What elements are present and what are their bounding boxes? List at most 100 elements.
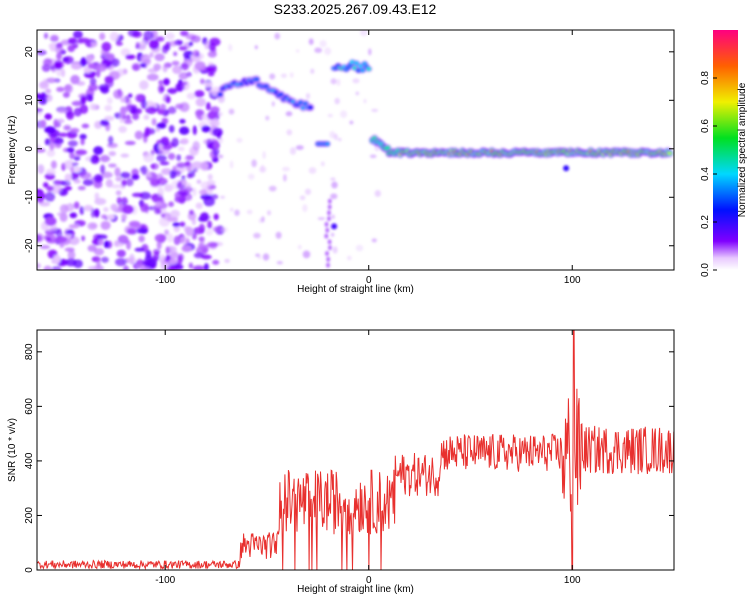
heatmap-cell [161,168,172,175]
heatmap-cell [327,210,331,216]
y-tick-label: 0 [24,567,35,573]
heatmap-cell [173,51,178,57]
heatmap-cell [69,150,75,160]
heatmap-cell [251,159,257,168]
heatmap-cell [149,39,160,50]
heatmap-cell [153,63,162,71]
heatmap-cell [65,258,77,267]
heatmap-cell [79,172,92,180]
heatmap-cell [160,213,166,218]
heatmap-cell [79,104,89,114]
heatmap-cell [191,232,197,240]
heatmap-cell [331,214,335,220]
heatmap-cell [123,119,133,125]
heatmap-cell [371,108,379,112]
heatmap-cell [160,254,165,262]
heatmap-cell [176,162,187,168]
snr-panel: -100 0 100 0 200 400 600 800 Height of straight… [7,329,675,595]
heatmap-cell [122,106,131,113]
heatmap-cell [85,94,94,102]
heatmap-cell [142,57,151,65]
heatmap-cell [87,222,98,230]
heatmap-cell [68,224,80,229]
heatmap-cell [326,256,331,262]
snr-line [37,330,674,570]
heatmap-blobs [37,30,674,270]
heatmap-cell [45,236,52,242]
heatmap-cell [116,196,122,205]
heatmap-cell [172,222,180,228]
heatmap-cell [119,113,124,124]
heatmap-cell [210,119,220,128]
heatmap-cell [337,137,342,142]
heatmap-cell [173,235,181,246]
heatmap-cell [62,91,70,98]
heatmap-cell [121,197,128,206]
heatmap-cell [89,103,97,111]
heatmap-cell [37,192,46,200]
heatmap-cell [218,111,223,117]
colorbar-tick-label: 0.0 [700,263,711,277]
snr-xlabel: Height of straight line (km) [297,584,414,595]
heatmap-cell [82,179,94,186]
heatmap-cell [352,78,360,84]
heatmap-cell [43,32,49,39]
heatmap-cell [266,210,272,216]
heatmap-cell [77,185,86,191]
heatmap-cell [108,151,117,157]
heatmap-cell [156,154,167,162]
heatmap-cell [79,206,85,215]
heatmap-cell [96,234,108,240]
heatmap-cell [90,156,100,165]
heatmap-cell [99,154,111,163]
heatmap-cell [104,75,114,84]
heatmap-cell [217,92,223,97]
heatmap-cell [275,231,282,239]
heatmap-cell [228,108,235,115]
x-tick-label: -100 [155,275,175,286]
heatmap-cell [67,37,78,45]
heatmap-cell [168,258,178,265]
heatmap-cell [219,136,223,144]
heatmap-cell [181,245,192,253]
heatmap-cell [327,204,332,210]
heatmap-cell [212,127,223,137]
y-tick-label: 20 [24,46,35,58]
heatmap-cell [121,179,127,187]
heatmap-cell [62,57,70,62]
heatmap-cell [71,162,79,167]
heatmap-cell [186,174,193,179]
heatmap-cell [106,53,115,61]
heatmap-cell [66,147,75,153]
heatmap-cell [50,266,62,270]
heatmap-cell [129,253,135,262]
colorbar-ticks: 0.0 0.2 0.4 0.6 0.8 [700,71,717,277]
heatmap-cell [255,253,260,257]
heatmap-cell [327,113,333,118]
heatmap-cell [56,52,62,60]
heatmap-cell [156,122,167,129]
heatmap-cell [153,143,161,153]
heatmap-cell [89,77,97,86]
heatmap-cell [369,154,377,159]
heatmap-cell [143,153,155,163]
heatmap-cell [42,78,47,87]
heatmap-cell [70,74,80,85]
heatmap-cell [154,53,165,62]
heatmap-cell [38,95,48,105]
heatmap-cell [208,42,216,52]
heatmap-cell [327,239,332,245]
heatmap-cell [121,213,127,220]
heatmap-cell [95,63,107,72]
heatmap-cell [70,172,79,181]
heatmap-cell [324,221,329,227]
heatmap-cell [110,203,118,211]
heatmap-cell [196,179,202,184]
heatmap-cell [331,181,338,189]
heatmap-cell [332,246,338,254]
heatmap-cell [126,228,136,235]
heatmap-cell [44,113,52,120]
snr-ticks: -100 0 100 0 200 400 600 800 [24,330,674,586]
heatmap-cell [158,80,164,85]
heatmap-cell [87,266,100,270]
